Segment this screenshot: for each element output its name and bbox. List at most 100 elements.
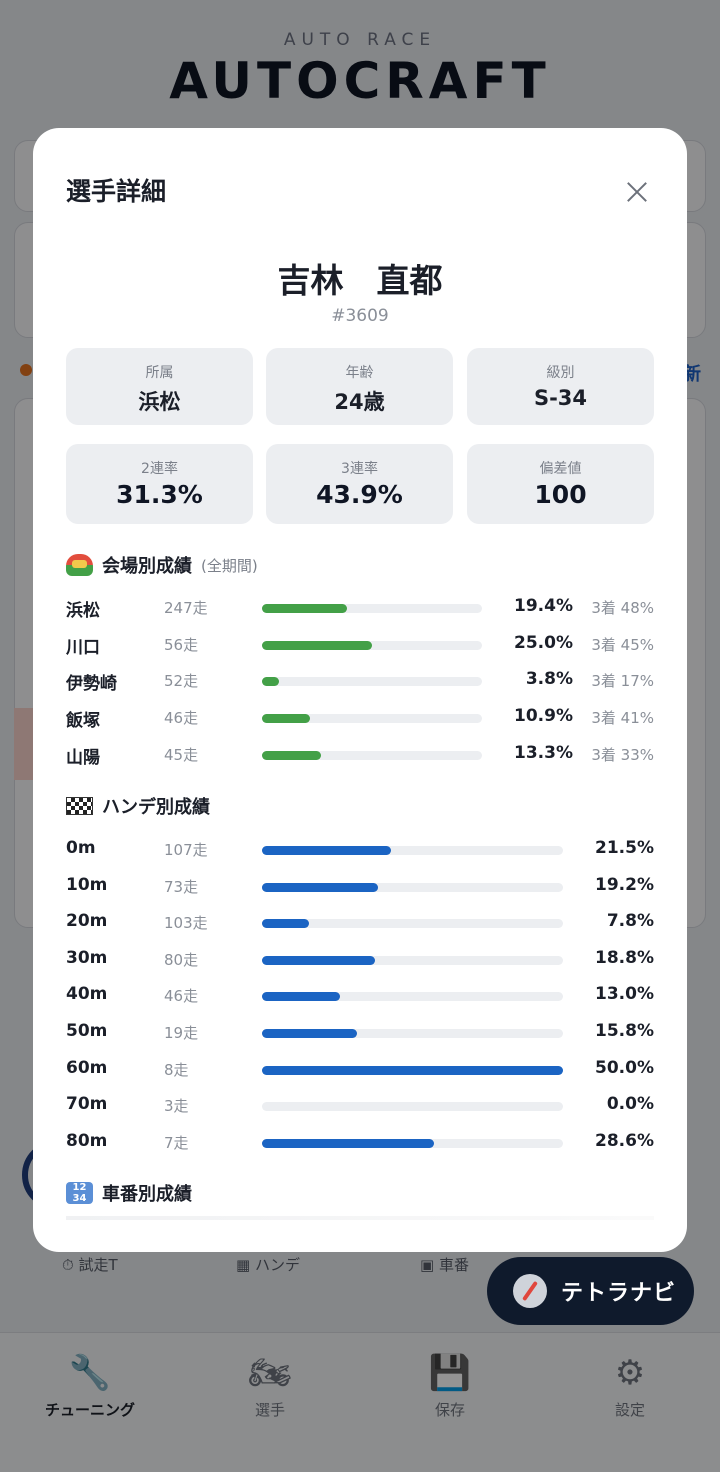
stopwatch-icon: ⏱: [62, 1256, 74, 1274]
rate-bar: [262, 992, 563, 1002]
row-third-rate: 3着 41%: [591, 709, 654, 728]
stat-value: S-34: [533, 386, 588, 410]
row-name: 山陽: [66, 747, 100, 768]
stat-2-rate: 2連率 31.3%: [66, 444, 253, 524]
row-name: 0m: [66, 838, 96, 858]
nav-label: 保存: [434, 1401, 465, 1419]
stadium-icon: [66, 554, 93, 576]
stat-label: 年齢: [345, 365, 374, 381]
checkered-flag-icon: [66, 797, 93, 815]
row-runs: 103走: [164, 914, 208, 933]
hande-section-header: ハンデ別成績: [66, 793, 210, 819]
row-runs: 8走: [164, 1060, 189, 1079]
rate-bar-fill: [262, 955, 376, 965]
row-rate: 19.2%: [595, 874, 654, 895]
rate-bar-fill: [262, 1138, 435, 1148]
wrench-icon: 🔧: [68, 1353, 112, 1393]
row-rate: 18.8%: [595, 947, 654, 968]
brand-title: AUTOCRAFT: [169, 52, 551, 110]
rate-bar: [262, 1029, 563, 1038]
numbers-icon: 12 34: [66, 1182, 93, 1204]
section-title: ハンデ別成績: [102, 797, 210, 818]
fab-label: テトラナビ: [561, 1281, 677, 1306]
stat-row: 70m 3走 0.0%: [66, 1091, 654, 1121]
tab-trial[interactable]: ⏱ 試走T: [62, 1254, 118, 1275]
nav-tuning[interactable]: 🔧 チューニング: [0, 1353, 180, 1420]
bottom-nav: 🔧 チューニング 🏍 選手 💾 保存 ⚙ 設定: [0, 1332, 720, 1472]
row-runs: 46走: [164, 987, 199, 1006]
rate-bar: [262, 714, 482, 724]
stat-row: 20m 103走 7.8%: [66, 908, 654, 938]
modal-title: 選手詳細: [66, 177, 167, 206]
status-dot: [20, 364, 32, 376]
row-rate: 15.8%: [595, 1021, 654, 1041]
tab-label: 試走T: [78, 1256, 118, 1274]
row-runs: 80走: [164, 950, 199, 969]
section-subtitle: (全期間): [201, 556, 258, 575]
rate-bar: [262, 919, 563, 929]
stat-row: 10m 73走 19.2%: [66, 872, 654, 902]
row-third-rate: 3着 45%: [591, 635, 654, 654]
stat-row: 30m 80走 18.8%: [66, 945, 654, 975]
tetra-navi-button[interactable]: テトラナビ: [487, 1257, 694, 1325]
section-title: 車番別成績: [102, 1184, 192, 1205]
stat-row: 0m 107走 21.5%: [66, 835, 654, 865]
row-runs: 45走: [164, 745, 199, 764]
stat-row: 浜松 247走 19.4% 3着 48%: [66, 593, 654, 623]
row-runs: 7走: [164, 1133, 189, 1152]
stat-value: 24歳: [334, 390, 385, 414]
stat-label: 級別: [546, 365, 575, 381]
bg-row-highlight: [14, 708, 36, 780]
stat-value: 31.3%: [116, 480, 203, 509]
row-name: 50m: [66, 1021, 108, 1041]
close-icon[interactable]: [621, 176, 653, 208]
stat-label: 3連率: [341, 461, 378, 477]
row-third-rate: 3着 48%: [591, 599, 654, 617]
rate-bar-fill: [262, 750, 321, 760]
tab-car-number[interactable]: ▣ 車番: [420, 1254, 469, 1275]
row-runs: 19走: [164, 1024, 199, 1042]
brand-subtitle: AUTO RACE: [283, 30, 437, 50]
motorcycle-icon: 🏍: [248, 1353, 292, 1393]
stat-label: 2連率: [141, 461, 178, 477]
stat-row: 伊勢崎 52走 3.8% 3着 17%: [66, 666, 654, 696]
tab-hande[interactable]: ▦ ハンデ: [236, 1254, 300, 1275]
row-rate: 25.0%: [514, 632, 573, 653]
nav-label: 選手: [254, 1401, 285, 1419]
section-title: 会場別成績: [102, 556, 192, 577]
stat-label: 偏差値: [539, 461, 582, 477]
player-id: #3609: [331, 306, 389, 326]
row-runs: 46走: [164, 709, 199, 728]
nav-settings[interactable]: ⚙ 設定: [540, 1353, 720, 1420]
venue-section-header: 会場別成績 (全期間): [66, 552, 258, 578]
stat-row: 80m 7走 28.6%: [66, 1128, 654, 1158]
rate-bar-fill: [262, 846, 392, 855]
row-runs: 56走: [164, 635, 199, 654]
stat-row: 山陽 45走 13.3% 3着 33%: [66, 740, 654, 770]
stat-deviation: 偏差値 100: [467, 444, 654, 524]
row-rate: 7.8%: [606, 911, 654, 932]
row-runs: 3走: [164, 1097, 189, 1116]
stat-row: 60m 8走 50.0%: [66, 1055, 654, 1085]
row-name: 浜松: [66, 601, 100, 621]
player-name: 吉林 直都: [277, 261, 443, 300]
row-rate: 3.8%: [525, 669, 573, 690]
gear-icon: ⚙: [614, 1353, 646, 1393]
app-header: AUTO RACE AUTOCRAFT: [0, 0, 720, 120]
rate-bar: [262, 1102, 563, 1112]
row-rate: 21.5%: [595, 838, 654, 858]
nav-players[interactable]: 🏍 選手: [180, 1353, 360, 1420]
list-fade: [66, 1216, 654, 1220]
rate-bar-fill: [262, 677, 279, 687]
bg-partial-text: 新: [683, 364, 701, 385]
row-name: 70m: [66, 1094, 108, 1115]
car-section-header: 12 34 車番別成績: [66, 1180, 192, 1206]
stat-class: 級別 S-34: [467, 348, 654, 425]
rate-bar: [262, 640, 482, 650]
bg-tab-bar: ⏱ 試走T ▦ ハンデ ▣ 車番: [0, 1248, 720, 1282]
rate-bar: [262, 955, 563, 965]
row-rate: 13.0%: [595, 984, 654, 1005]
row-name: 飯塚: [66, 711, 100, 732]
stat-value: 浜松: [138, 390, 181, 414]
nav-save[interactable]: 💾 保存: [360, 1353, 540, 1420]
